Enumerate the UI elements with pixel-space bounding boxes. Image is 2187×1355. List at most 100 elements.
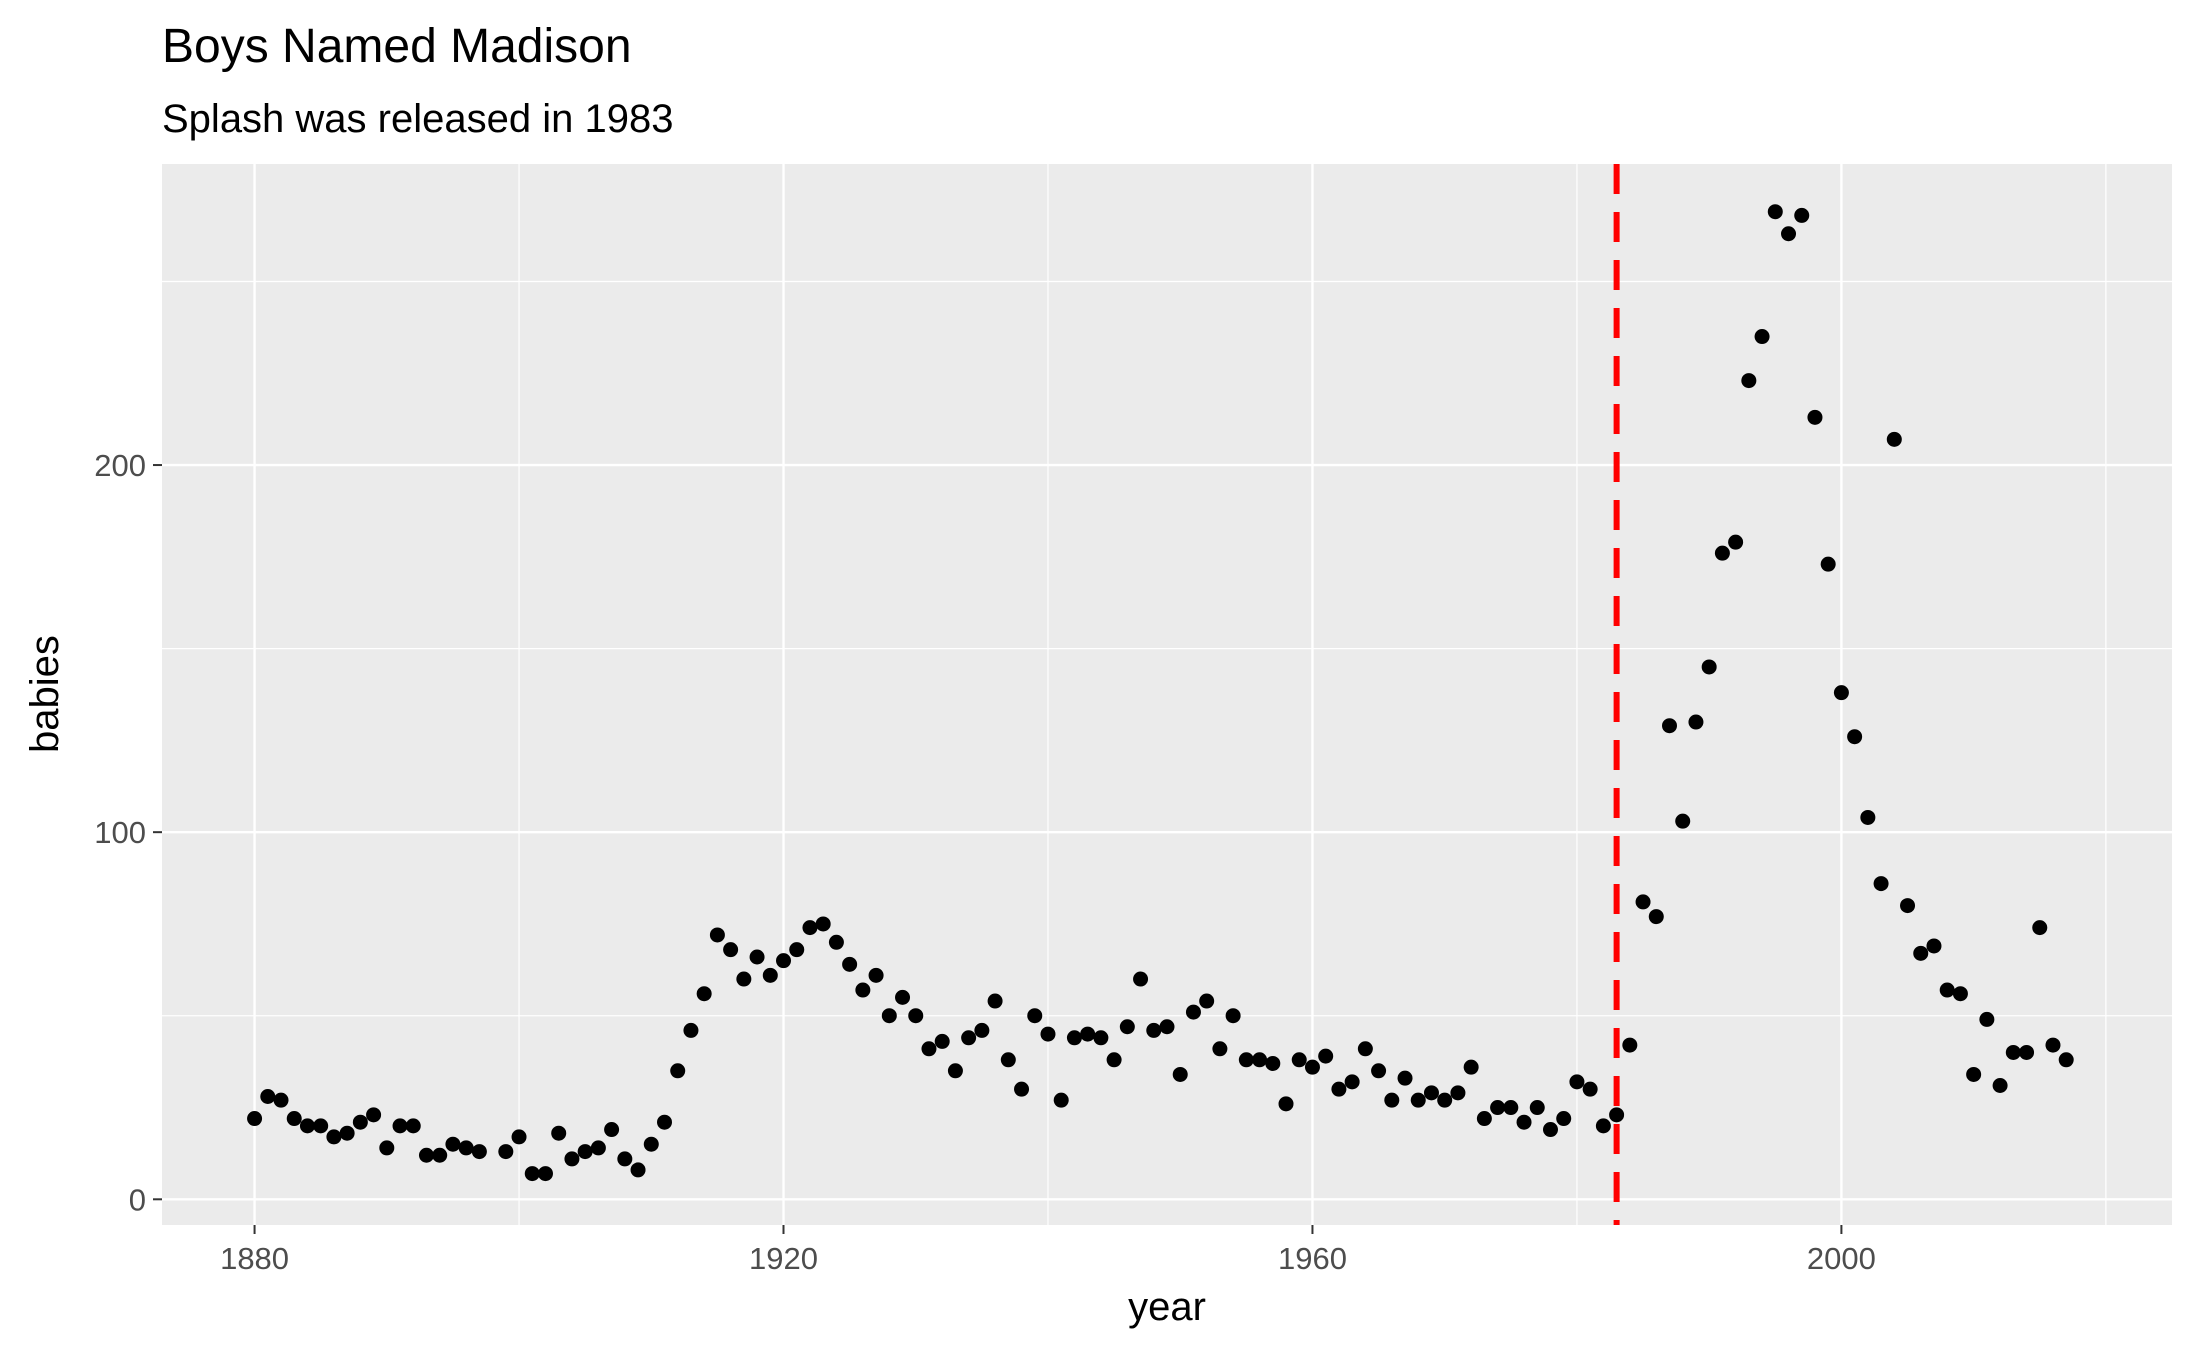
data-point [617,1151,633,1167]
data-point [604,1122,620,1138]
data-points [247,204,2074,1182]
data-point [339,1125,355,1141]
data-point [1913,945,1929,961]
data-point [1397,1070,1413,1086]
data-point [1595,1118,1611,1134]
data-point [1542,1122,1558,1138]
data-point [947,1063,963,1079]
data-point [1476,1111,1492,1127]
data-point [776,953,792,969]
data-point [313,1118,329,1134]
data-point [1952,986,1968,1002]
data-point [1529,1100,1545,1116]
data-point [1278,1096,1294,1112]
data-point [1556,1111,1572,1127]
data-point [709,927,725,943]
major-gridlines [162,164,2172,1225]
data-point [974,1022,990,1038]
data-point [366,1107,382,1123]
data-point [1212,1041,1228,1057]
data-point [1146,1022,1162,1038]
data-point [1860,809,1876,825]
data-point [471,1144,487,1160]
data-point [1318,1048,1334,1064]
data-point [828,934,844,950]
data-point [1119,1019,1135,1035]
data-point [1344,1074,1360,1090]
data-point [418,1147,434,1163]
data-point [1185,1004,1201,1020]
y-axis: 0 100 200 [94,448,162,1217]
data-point [577,1144,593,1160]
data-point [1384,1092,1400,1108]
data-point [1252,1052,1268,1068]
data-point [1357,1041,1373,1057]
data-point [1662,718,1677,734]
data-point [1926,938,1942,954]
data-point [1450,1085,1466,1101]
data-point [643,1136,659,1152]
data-point [2058,1052,2074,1068]
data-point [842,956,858,972]
data-point [1199,993,1215,1009]
data-point [1159,1019,1175,1035]
data-point [1503,1100,1519,1116]
data-point [1040,1026,1056,1042]
data-point [432,1147,448,1163]
data-point [1304,1059,1320,1075]
data-point [934,1033,950,1049]
data-point [895,989,911,1005]
data-point [1225,1008,1241,1024]
data-point [273,1092,289,1108]
data-point [1900,898,1916,914]
data-point [1053,1092,1069,1108]
data-point [749,949,765,965]
data-point [1688,714,1704,730]
data-point [657,1114,672,1130]
data-point [921,1041,937,1057]
data-point [1066,1030,1082,1046]
data-point [802,920,818,936]
x-tick-label: 1920 [749,1241,818,1276]
data-point [881,1008,897,1024]
y-tick-label: 100 [94,815,146,850]
data-point [630,1162,646,1178]
data-point [286,1111,302,1127]
data-point [1238,1052,1254,1068]
y-axis-title: babies [23,635,67,753]
data-point [1781,226,1797,242]
data-point [1648,909,1664,925]
data-point [392,1118,408,1134]
data-point [1027,1008,1043,1024]
data-point [1714,545,1730,561]
data-point [458,1140,474,1156]
data-point [868,967,884,983]
data-point [1569,1074,1585,1090]
data-point [1820,556,1836,572]
data-point [564,1151,580,1167]
y-tick-label: 0 [129,1182,146,1217]
data-point [1093,1030,1109,1046]
data-point [1291,1052,1307,1068]
data-point [1014,1081,1030,1097]
data-point [1939,982,1955,998]
data-point [1371,1063,1387,1079]
data-point [1463,1059,1479,1075]
x-tick-label: 1880 [220,1241,289,1276]
data-point [683,1022,699,1038]
data-point [326,1129,342,1145]
data-point [1490,1100,1506,1116]
data-point [1516,1114,1532,1130]
data-point [1741,373,1757,389]
data-point [1609,1107,1625,1123]
data-point [1331,1081,1347,1097]
data-point [1794,207,1810,223]
data-point [299,1118,315,1134]
data-point [247,1111,263,1127]
data-point [1886,431,1902,447]
data-point [1000,1052,1016,1068]
x-axis: 1880 1920 1960 2000 [220,1225,1876,1276]
data-point [1410,1092,1426,1108]
